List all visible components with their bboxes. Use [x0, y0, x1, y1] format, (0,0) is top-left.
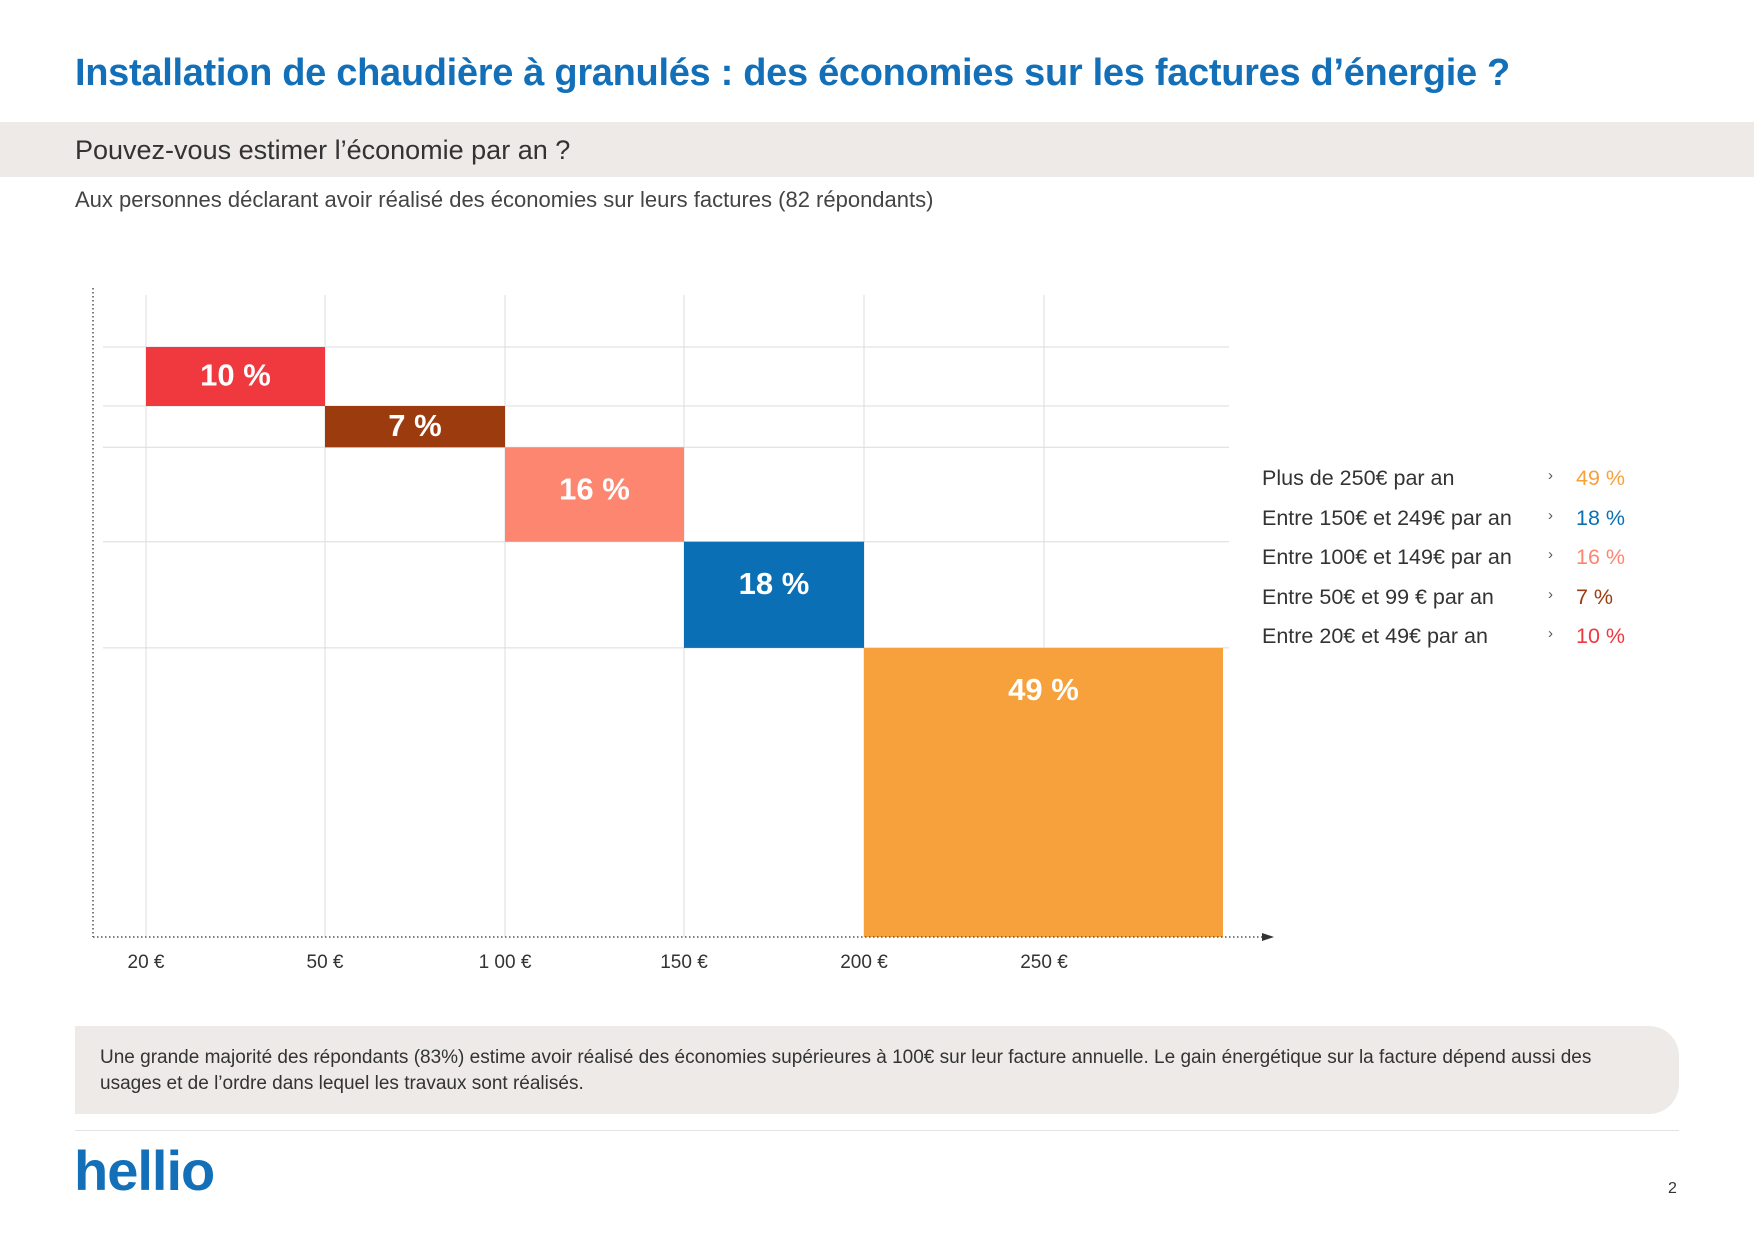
legend-value: 16 %: [1576, 545, 1626, 569]
legend-item: Entre 150€ et 249€ par an › 18 %: [1262, 506, 1682, 536]
legend-item: Entre 50€ et 99 € par an › 7 %: [1262, 585, 1682, 615]
legend-label: Entre 50€ et 99 € par an: [1262, 584, 1494, 609]
bar-value-label: 18 %: [739, 566, 810, 601]
x-tick-label: 50 €: [307, 952, 344, 973]
question-band: [0, 122, 1754, 177]
x-tick-label: 1 00 €: [479, 952, 532, 973]
x-axis-arrow: [1262, 933, 1274, 941]
legend-item: Entre 100€ et 149€ par an › 16 %: [1262, 545, 1682, 575]
page-number: 2: [1668, 1180, 1677, 1197]
bar-2: [325, 406, 505, 448]
legend-label: Entre 150€ et 249€ par an: [1262, 505, 1512, 530]
summary-note-text: Une grande majorité des répondants (83%)…: [100, 1047, 1592, 1094]
legend-label: Entre 20€ et 49€ par an: [1262, 624, 1488, 648]
legend-item: Entre 20€ et 49€ par an › 10 %: [1262, 624, 1682, 654]
x-tick-label: 20 €: [128, 952, 165, 973]
legend-item: Plus de 250€ par an › 49 %: [1262, 466, 1682, 496]
bar-5: [864, 647, 1223, 937]
hellio-logo: hellio: [74, 1139, 215, 1202]
question-text: Pouvez-vous estimer l’économie par an ?: [75, 135, 571, 165]
footer-divider: [75, 1130, 1679, 1131]
legend-label: Plus de 250€ par an: [1262, 466, 1455, 490]
chevron-right-icon: ›: [1548, 467, 1553, 484]
x-tick-label: 200 €: [840, 952, 888, 973]
legend-value: 7 %: [1576, 584, 1614, 609]
legend-value: 10 %: [1576, 624, 1626, 648]
bar-value-label: 49 %: [1008, 672, 1079, 707]
legend-label: Entre 100€ et 149€ par an: [1262, 545, 1512, 569]
bar-3: [505, 447, 684, 542]
legend-value: 18 %: [1576, 505, 1626, 530]
legend-value: 49 %: [1576, 466, 1626, 490]
page-title: Installation de chaudière à granulés : d…: [75, 52, 1510, 94]
bar-value-label: 7 %: [388, 408, 441, 443]
bar-value-label: 16 %: [559, 471, 630, 506]
chevron-right-icon: ›: [1548, 585, 1553, 603]
x-tick-label: 150 €: [660, 952, 708, 973]
chevron-right-icon: ›: [1548, 506, 1553, 524]
x-tick-label: 250 €: [1020, 952, 1068, 973]
audience-subtitle: Aux personnes déclarant avoir réalisé de…: [75, 187, 934, 212]
bar-value-label: 10 %: [200, 358, 271, 393]
chevron-right-icon: ›: [1548, 546, 1553, 563]
savings-chart: 10 % 7 % 16 % 18 % 49 % 20 € 50 € 1 00 € 150 € 20…: [92, 288, 1274, 973]
chevron-right-icon: ›: [1548, 625, 1553, 642]
summary-note: Une grande majorité des répondants (83%)…: [75, 1026, 1679, 1114]
bar-1: [146, 347, 325, 406]
bar-4: [684, 541, 864, 648]
